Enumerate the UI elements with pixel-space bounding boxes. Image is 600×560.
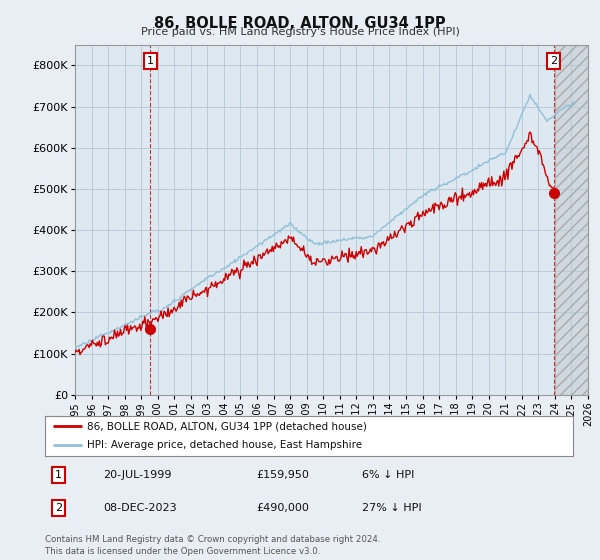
Text: 27% ↓ HPI: 27% ↓ HPI	[362, 503, 421, 513]
Text: 6% ↓ HPI: 6% ↓ HPI	[362, 470, 414, 480]
Text: Contains HM Land Registry data © Crown copyright and database right 2024.
This d: Contains HM Land Registry data © Crown c…	[45, 535, 380, 556]
Text: HPI: Average price, detached house, East Hampshire: HPI: Average price, detached house, East…	[87, 440, 362, 450]
Text: 86, BOLLE ROAD, ALTON, GU34 1PP: 86, BOLLE ROAD, ALTON, GU34 1PP	[154, 16, 446, 31]
Text: 20-JUL-1999: 20-JUL-1999	[103, 470, 172, 480]
Text: 86, BOLLE ROAD, ALTON, GU34 1PP (detached house): 86, BOLLE ROAD, ALTON, GU34 1PP (detache…	[87, 421, 367, 431]
Text: 08-DEC-2023: 08-DEC-2023	[103, 503, 177, 513]
Text: 1: 1	[55, 470, 62, 480]
Text: 2: 2	[55, 503, 62, 513]
Text: £490,000: £490,000	[256, 503, 309, 513]
Text: 2: 2	[550, 56, 557, 66]
Text: £159,950: £159,950	[256, 470, 309, 480]
Text: Price paid vs. HM Land Registry's House Price Index (HPI): Price paid vs. HM Land Registry's House …	[140, 27, 460, 37]
Text: 1: 1	[147, 56, 154, 66]
